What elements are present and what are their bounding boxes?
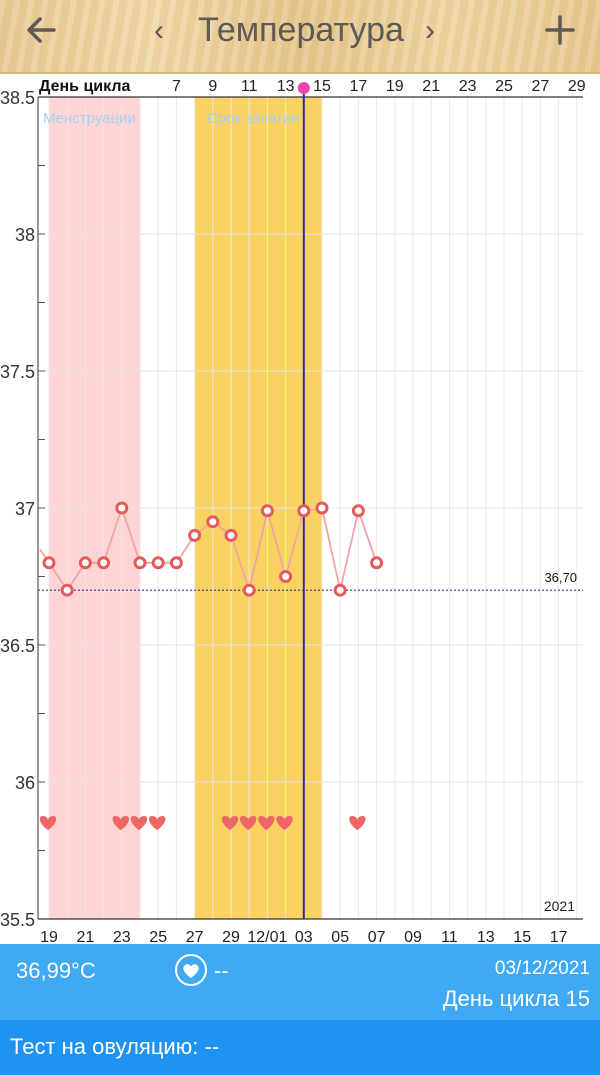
temperature-point[interactable]	[315, 501, 329, 515]
heart-icon[interactable]	[221, 816, 239, 831]
add-button[interactable]	[540, 10, 580, 50]
ovulation-test-label: Тест на овуляцию: --	[10, 1034, 220, 1059]
wood-texture	[0, 0, 600, 72]
temperature-point[interactable]	[151, 556, 165, 570]
back-button[interactable]	[22, 10, 62, 50]
temperature-point[interactable]	[115, 501, 129, 515]
bottom-tick-label: 03	[295, 929, 313, 944]
plus-icon	[545, 15, 575, 45]
top-tick-label: 17	[350, 78, 368, 95]
temperature-point[interactable]	[60, 583, 74, 597]
y-tick-label: 36.5	[0, 636, 35, 656]
heart-button[interactable]	[175, 954, 207, 986]
heart-icon[interactable]	[349, 816, 366, 831]
bottom-tick-label: 23	[113, 929, 131, 944]
heart-icon[interactable]	[112, 816, 129, 831]
bottom-tick-label: 19	[40, 929, 58, 944]
temperature-point[interactable]	[351, 504, 365, 518]
current-temperature: 36,99°C	[16, 958, 96, 983]
top-tick-label: 21	[422, 78, 440, 95]
top-tick-label: 15	[313, 78, 331, 95]
temperature-point[interactable]	[242, 583, 256, 597]
bottom-tick-label: 17	[550, 929, 568, 944]
top-tick-label: 19	[386, 78, 404, 95]
heart-icon[interactable]	[149, 816, 166, 831]
y-tick-label: 36	[15, 773, 35, 793]
heart-icon[interactable]	[276, 816, 293, 831]
temperature-point[interactable]	[169, 556, 183, 570]
next-button[interactable]: ›	[425, 14, 435, 48]
y-tick-label: 37	[15, 499, 35, 519]
bottom-tick-label: 07	[368, 929, 386, 944]
ovulation-test-bar[interactable]: Тест на овуляцию: --	[0, 1020, 600, 1075]
y-tick-label: 38.5	[0, 88, 35, 108]
info-bar: 36,99°C -- 03/12/2021 День цикла 15	[0, 944, 600, 1020]
chevron-left-icon: ‹	[154, 14, 164, 47]
temperature-point[interactable]	[279, 570, 293, 583]
temperature-point[interactable]	[42, 556, 56, 570]
y-tick-label: 38	[15, 225, 35, 245]
temperature-point[interactable]	[78, 556, 92, 570]
year-label: 2021	[544, 898, 575, 914]
top-tick-label: 25	[495, 78, 513, 95]
bottom-tick-label: 09	[404, 929, 422, 944]
temperature-point[interactable]	[297, 504, 311, 518]
heart-icon[interactable]	[39, 816, 57, 831]
top-tick-label: 9	[208, 78, 217, 95]
temperature-point[interactable]	[133, 556, 147, 570]
bottom-tick-label: 12/01	[247, 929, 287, 944]
temperature-point[interactable]	[260, 504, 274, 518]
top-tick-label: 27	[532, 78, 550, 95]
bottom-tick-label: 13	[477, 929, 495, 944]
temperature-point[interactable]	[333, 583, 347, 597]
temperature-chart[interactable]: 38.5 38 37.5 37 36.5 36 35.5 День цикла 7 9 11 13 15…	[0, 72, 600, 944]
bottom-tick-label: 27	[186, 929, 204, 944]
temperature-point[interactable]	[97, 556, 111, 570]
prev-button[interactable]: ‹	[154, 14, 164, 48]
heart-icon[interactable]	[130, 816, 148, 831]
chevron-right-icon: ›	[425, 14, 435, 47]
bottom-tick-label: 11	[441, 929, 458, 944]
selected-date: 03/12/2021	[494, 958, 590, 979]
band-label: Менструации	[43, 110, 136, 127]
temperature-point[interactable]	[224, 528, 238, 542]
top-tick-label: 23	[459, 78, 477, 95]
page-title: Температура	[198, 11, 404, 49]
bottom-tick-label: 29	[222, 929, 240, 944]
heart-icon[interactable]	[258, 816, 275, 831]
cycle-day: День цикла 15	[442, 986, 590, 1011]
y-tick-label: 37.5	[0, 362, 35, 382]
temperature-point[interactable]	[206, 515, 220, 529]
bottom-tick-label: 15	[513, 929, 531, 944]
bottom-tick-label: 05	[331, 929, 349, 944]
bottom-tick-label: 21	[77, 929, 95, 944]
baseline-label: 36,70	[544, 570, 577, 585]
top-tick-label: 7	[172, 78, 181, 95]
band-label: Срок зачатия	[207, 110, 299, 127]
heart-icon	[183, 964, 199, 978]
temperature-point[interactable]	[370, 556, 384, 570]
top-tick-label: 13	[277, 78, 295, 95]
heart-icon[interactable]	[240, 816, 257, 831]
intercourse-value: --	[214, 958, 229, 983]
temperature-point[interactable]	[188, 528, 202, 542]
top-bar: ‹ Температура ›	[0, 0, 600, 74]
y-tick-label: 35.5	[0, 910, 35, 930]
top-axis-title: День цикла	[39, 78, 130, 95]
top-tick-label: 29	[568, 78, 586, 95]
arrow-left-icon	[27, 17, 56, 43]
top-tick-label: 11	[241, 78, 258, 95]
cursor-dot	[297, 82, 310, 94]
bottom-tick-label: 25	[149, 929, 167, 944]
